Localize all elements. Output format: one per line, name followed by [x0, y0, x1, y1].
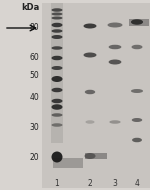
Ellipse shape — [51, 46, 63, 50]
Ellipse shape — [51, 104, 63, 110]
Ellipse shape — [51, 66, 63, 70]
Ellipse shape — [51, 151, 63, 162]
Ellipse shape — [51, 23, 63, 27]
Text: 30: 30 — [29, 124, 39, 132]
Text: 60: 60 — [29, 54, 39, 63]
Text: 4: 4 — [135, 180, 140, 188]
Ellipse shape — [51, 123, 63, 127]
Ellipse shape — [132, 118, 142, 122]
Ellipse shape — [109, 45, 121, 49]
Ellipse shape — [132, 138, 142, 142]
Bar — [85, 153, 107, 159]
Ellipse shape — [108, 22, 123, 28]
Ellipse shape — [84, 24, 96, 28]
Ellipse shape — [51, 13, 63, 16]
Ellipse shape — [84, 153, 96, 159]
Text: 20: 20 — [29, 154, 39, 162]
Ellipse shape — [85, 120, 94, 124]
Ellipse shape — [51, 88, 63, 92]
Ellipse shape — [51, 113, 63, 117]
Bar — [42, 3, 150, 188]
Ellipse shape — [51, 8, 63, 12]
Ellipse shape — [51, 76, 63, 82]
Ellipse shape — [51, 56, 63, 60]
Ellipse shape — [51, 99, 63, 103]
Ellipse shape — [51, 29, 63, 33]
Ellipse shape — [132, 45, 142, 49]
Text: 3: 3 — [112, 180, 117, 188]
Ellipse shape — [51, 35, 63, 39]
Ellipse shape — [109, 59, 121, 64]
Text: 40: 40 — [29, 93, 39, 102]
Ellipse shape — [109, 120, 121, 124]
Bar — [129, 19, 149, 26]
Text: 1: 1 — [55, 180, 59, 188]
Ellipse shape — [131, 89, 143, 93]
Text: 80: 80 — [29, 24, 39, 32]
Ellipse shape — [51, 17, 63, 20]
Ellipse shape — [84, 52, 96, 58]
Bar — [53, 158, 83, 168]
Ellipse shape — [85, 90, 95, 94]
Text: 2: 2 — [88, 180, 92, 188]
Ellipse shape — [131, 19, 143, 25]
Bar — [51, 3, 63, 143]
Text: 50: 50 — [29, 70, 39, 79]
Text: kDa: kDa — [21, 3, 39, 13]
